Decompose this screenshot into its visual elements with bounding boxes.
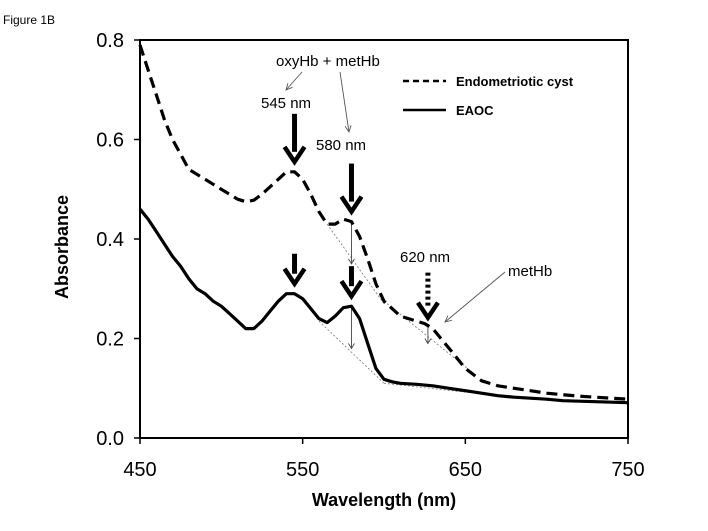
peak-height-arrowhead xyxy=(348,258,355,265)
x-axis-title: Wavelength (nm) xyxy=(312,490,456,510)
arrow-545-cyst-head xyxy=(282,145,307,166)
callout-oxy-580 xyxy=(339,71,350,133)
eaoc-line xyxy=(138,208,629,405)
label-545-nm: 545 nm xyxy=(261,95,311,112)
x-tick-label: 750 xyxy=(611,459,644,481)
callout-oxy-545-head xyxy=(285,83,293,91)
series-lines xyxy=(138,44,629,405)
y-axis-title: Absorbance xyxy=(52,195,72,299)
methb-label: metHb xyxy=(508,263,552,280)
y-tick-label: 0.4 xyxy=(96,229,124,251)
baseline-guide xyxy=(318,320,385,384)
figure-label: Figure 1B xyxy=(3,13,55,27)
peak-arrows xyxy=(282,113,440,322)
legend-label-endometriotic-cyst: Endometriotic cyst xyxy=(456,74,574,89)
peak-height-arrowhead xyxy=(424,338,432,345)
arrow-545-eaoc-head xyxy=(282,267,307,288)
y-tick-label: 0.0 xyxy=(96,428,124,450)
label-620-nm: 620 nm xyxy=(400,249,450,266)
callout-oxy-580-head xyxy=(344,125,352,134)
x-tick-label: 550 xyxy=(286,459,319,481)
arrow-580-eaoc-head xyxy=(339,279,364,301)
chart-axes xyxy=(134,39,629,444)
baseline-guide xyxy=(383,300,474,374)
tick-labels: 450 550 650 750 0.0 0.2 0.4 0.6 0.8 xyxy=(96,30,645,481)
legend: Endometriotic cyst EAOC xyxy=(403,74,574,118)
baseline-guide xyxy=(326,223,385,304)
y-tick-label: 0.8 xyxy=(96,30,124,52)
x-tick-label: 650 xyxy=(449,459,482,481)
peak-height-arrowhead xyxy=(348,343,355,350)
endometriotic-cyst-line xyxy=(138,44,629,401)
arrow-580-cyst-head xyxy=(339,195,364,216)
y-tick-label: 0.2 xyxy=(96,329,124,351)
legend-label-eaoc: EAOC xyxy=(456,103,494,118)
arrow-620-cyst-head xyxy=(416,301,440,322)
label-580-nm: 580 nm xyxy=(316,137,366,154)
baseline-guides xyxy=(318,223,498,397)
x-tick-label: 450 xyxy=(123,459,156,481)
callout-oxy-545 xyxy=(285,71,303,91)
baseline-guide xyxy=(383,382,498,397)
callout-methb-head xyxy=(444,315,452,323)
oxyhb-methb-label: oxyHb + metHb xyxy=(276,53,380,70)
y-tick-label: 0.6 xyxy=(96,130,124,152)
callout-methb xyxy=(444,271,506,323)
annotations: oxyHb + metHb 545 nm 580 nm 620 nm metHb xyxy=(261,53,552,323)
